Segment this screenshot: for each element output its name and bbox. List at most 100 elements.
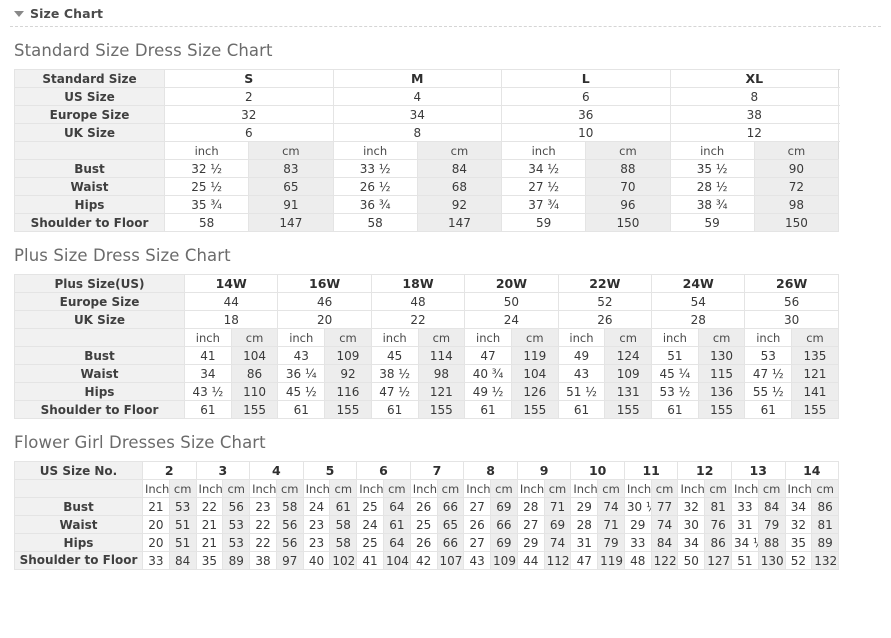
- size-chart-content: Standard Size Dress Size Chart Standard S…: [0, 41, 891, 570]
- measure-cell: 30: [677, 515, 706, 534]
- measure-cell: 34: [677, 533, 706, 552]
- meta-cell: 54: [651, 292, 746, 311]
- group-header-cell: S: [164, 69, 334, 88]
- unit-cell: cm: [650, 479, 679, 498]
- meta-cell: 18: [183, 310, 279, 329]
- measure-cell: 61: [651, 400, 699, 419]
- meta-row-label: Europe Size: [14, 292, 185, 311]
- measure-row-label: Hips: [14, 533, 143, 552]
- meta-cell: 8: [669, 87, 840, 106]
- meta-row-label: UK Size: [14, 310, 185, 329]
- meta-cell: 48: [370, 292, 466, 311]
- measure-cell: 88: [585, 159, 671, 178]
- measure-cell: 155: [324, 400, 372, 419]
- measure-cell: 51 ½: [557, 382, 606, 401]
- measure-cell: 51: [168, 533, 197, 552]
- unit-cell: cm: [416, 141, 503, 160]
- measure-cell: 92: [416, 195, 503, 214]
- measure-row: Bust 41 104 43 109 45 114 47 119 49 124 51 130 53 135: [14, 346, 839, 365]
- measure-cell: 86: [704, 533, 732, 552]
- measure-cell: 26: [463, 515, 492, 534]
- size-chart-accordion-header[interactable]: Size Chart: [0, 0, 891, 21]
- measure-cell: 61: [382, 515, 411, 534]
- measure-cell: 22: [249, 515, 277, 534]
- unit-row: inch cm inch cm inch cm inch cm inch cm inch cm inch…: [14, 328, 839, 347]
- measure-cell: 47 ½: [744, 364, 793, 383]
- measure-cell: 20: [142, 533, 170, 552]
- group-header-cell: 9: [516, 461, 572, 480]
- measure-cell: 79: [757, 515, 786, 534]
- measure-cell: 112: [543, 551, 572, 570]
- meta-cell: 20: [277, 310, 372, 329]
- measure-cell: 131: [604, 382, 653, 401]
- measure-cell: 116: [324, 382, 372, 401]
- unit-cell: Inch: [142, 479, 170, 498]
- unit-cell: Inch: [730, 479, 759, 498]
- meta-cell: 6: [501, 87, 671, 106]
- measure-cell: 41: [184, 346, 232, 365]
- measure-row-label: Shoulder to Floor: [14, 551, 143, 570]
- unit-cell: inch: [332, 141, 418, 160]
- meta-cell: 4: [332, 87, 503, 106]
- measure-cell: 61: [329, 497, 358, 516]
- measure-cell: 61: [557, 400, 606, 419]
- measure-cell: 84: [416, 159, 503, 178]
- measure-cell: 97: [275, 551, 304, 570]
- measure-cell: 24: [302, 497, 331, 516]
- meta-row: US Size246810121416: [14, 87, 840, 106]
- meta-cell: 34: [332, 105, 503, 124]
- measure-cell: 66: [436, 497, 465, 516]
- measure-cell: 23: [302, 533, 331, 552]
- unit-cell: cm: [757, 479, 786, 498]
- measure-cell: 33 ½: [332, 159, 418, 178]
- unit-cell: cm: [811, 479, 840, 498]
- measure-cell: 53: [222, 515, 251, 534]
- unit-cell: cm: [697, 328, 746, 347]
- measure-cell: 21: [195, 533, 224, 552]
- measure-cell: 84: [757, 497, 786, 516]
- measure-cell: 51: [730, 551, 759, 570]
- measure-cell: 47: [570, 551, 599, 570]
- measure-cell: 50: [677, 551, 706, 570]
- measure-cell: 48: [623, 551, 652, 570]
- measure-cell: 155: [604, 400, 653, 419]
- measure-cell: 119: [510, 346, 559, 365]
- measure-cell: 36 ¾: [332, 195, 418, 214]
- measure-cell: 68: [416, 177, 503, 196]
- meta-cell: 10: [501, 123, 671, 142]
- group-header-cell: 5: [302, 461, 358, 480]
- measure-cell: 79: [597, 533, 625, 552]
- measure-cell: 36 ¼: [277, 364, 326, 383]
- accordion-title: Size Chart: [30, 5, 104, 21]
- unit-cell: cm: [753, 141, 840, 160]
- measure-cell: 27: [463, 497, 492, 516]
- meta-cell: 24: [464, 310, 559, 329]
- measure-row-label: Shoulder to Floor: [14, 213, 165, 232]
- measure-row: Waist 20 51 21 53 22 56 23 58 24 61 25 65 26 66 27 69 28 7…: [14, 515, 840, 534]
- measure-cell: 33: [142, 551, 170, 570]
- measure-cell: 150: [753, 213, 840, 232]
- unit-cell: Inch: [249, 479, 277, 498]
- measure-cell: 61: [744, 400, 793, 419]
- header-divider: [10, 26, 881, 27]
- unit-cell: cm: [604, 328, 653, 347]
- meta-cell: 30: [744, 310, 839, 329]
- unit-row-spacer: [14, 328, 185, 347]
- measure-row: Shoulder to Floor 61 155 61 155 61 155 61 155 61 1…: [14, 400, 839, 419]
- unit-cell: cm: [324, 328, 372, 347]
- measure-cell: 32: [784, 515, 813, 534]
- measure-cell: 147: [416, 213, 503, 232]
- measure-cell: 102: [329, 551, 358, 570]
- measure-cell: 49: [557, 346, 606, 365]
- meta-cell: 26: [557, 310, 653, 329]
- meta-row-label: UK Size: [14, 123, 165, 142]
- measure-cell: 47: [464, 346, 512, 365]
- measure-cell: 29: [623, 515, 652, 534]
- meta-cell: 22: [370, 310, 466, 329]
- measure-cell: 109: [490, 551, 518, 570]
- measure-cell: 66: [436, 533, 465, 552]
- measure-cell: 81: [811, 515, 840, 534]
- unit-cell: cm: [436, 479, 465, 498]
- measure-cell: 38 ½: [370, 364, 419, 383]
